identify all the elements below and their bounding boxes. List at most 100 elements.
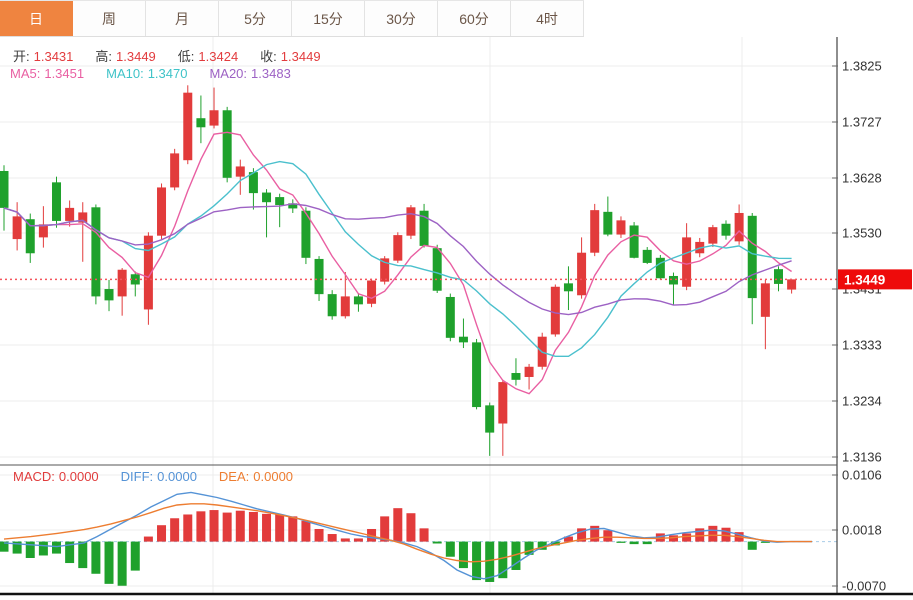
candle-body: [603, 211, 613, 235]
current-price-value: 1.3449: [844, 272, 885, 287]
macd-bar: [445, 541, 455, 557]
macd-bar: [327, 534, 337, 542]
candle-body: [104, 289, 114, 301]
legend-label: MA20:: [209, 66, 248, 81]
tab-timeframe-0[interactable]: 日: [0, 1, 73, 36]
candle-body: [721, 223, 731, 236]
macd-bar: [642, 541, 652, 545]
candle-body: [288, 203, 298, 209]
tab-timeframe-1[interactable]: 周: [73, 1, 146, 36]
candle-body: [458, 336, 468, 343]
candle-body: [445, 296, 455, 338]
tab-timeframe-2[interactable]: 月: [146, 1, 219, 36]
legend-value: 0.0000: [58, 469, 99, 484]
candle-body: [91, 207, 101, 297]
candle-body: [511, 373, 521, 380]
candle-body: [275, 197, 285, 206]
ma10-line: [3, 160, 792, 357]
macd-bar: [209, 510, 219, 542]
macd-bar: [104, 541, 114, 584]
candle-body: [196, 118, 206, 128]
macd-bar: [432, 541, 442, 544]
macd-bar: [695, 528, 705, 542]
legend-value: 1.3424: [198, 49, 239, 64]
legend-value: 0.0000: [157, 469, 197, 484]
candle-body: [419, 210, 429, 246]
macd-bar: [340, 538, 350, 542]
macd-bar: [458, 541, 468, 569]
candle-body: [590, 210, 600, 253]
macd-bar: [65, 541, 75, 564]
axis-tick-label: 1.3333: [842, 338, 882, 353]
tab-timeframe-4[interactable]: 15分: [292, 1, 365, 36]
legend-label: DEA:: [218, 469, 250, 484]
macd-bar: [419, 528, 429, 542]
candle-body: [380, 258, 390, 282]
candle-body: [340, 296, 350, 317]
candle-body: [222, 110, 232, 178]
candle-body: [668, 275, 678, 285]
price-axis-labels: 1.38251.37271.36281.35301.34311.33331.32…: [832, 59, 882, 465]
legend-value: 0.0000: [253, 469, 294, 484]
tab-timeframe-5[interactable]: 30分: [365, 1, 438, 36]
diff-line: [3, 491, 812, 580]
macd-bar: [0, 541, 9, 552]
axis-tick-label: 0.0018: [842, 523, 882, 538]
candle-body: [78, 212, 88, 223]
candle-body: [655, 257, 665, 279]
axis-tick-label: 0.0106: [842, 468, 882, 483]
candle-body: [25, 219, 35, 254]
macd-bar: [406, 513, 416, 542]
axis-tick-label: 1.3136: [842, 450, 882, 465]
candle-body: [52, 182, 62, 221]
axis-tick-label: 1.3530: [842, 226, 882, 241]
macd-bar: [393, 508, 403, 542]
legend-value: 1.3470: [147, 66, 188, 81]
macd-bar: [537, 541, 547, 550]
candles-group: [0, 85, 797, 456]
macd-bar: [288, 516, 298, 542]
candle-body: [629, 225, 639, 258]
tab-timeframe-6[interactable]: 60分: [438, 1, 511, 36]
candle-body: [0, 170, 9, 208]
candle-body: [367, 280, 377, 304]
legend-value: 1.3449: [116, 49, 156, 64]
ma-legend: MA5: 1.3451 MA10: 1.3470 MA20: 1.3483: [10, 66, 295, 81]
candle-body: [642, 249, 652, 263]
candle-body: [183, 92, 193, 161]
macd-bar: [721, 527, 731, 542]
legend-value: 1.3449: [280, 49, 321, 64]
macd-bar: [130, 541, 140, 571]
tab-timeframe-3[interactable]: 5分: [219, 1, 292, 36]
macd-bar: [616, 541, 626, 543]
candle-body: [12, 216, 22, 240]
macd-bar: [117, 541, 127, 586]
candle-body: [616, 220, 626, 235]
macd-bar: [682, 533, 692, 542]
macd-legend: MACD: 0.0000 DIFF: 0.0000 DEA: 0.0000: [13, 469, 297, 484]
ma5-line: [3, 131, 792, 395]
macd-bar: [314, 528, 324, 542]
candle-body: [262, 192, 272, 203]
candle-body: [143, 235, 153, 310]
legend-value: 1.3431: [33, 49, 74, 64]
macd-bar: [668, 535, 678, 542]
macd-bar: [708, 525, 718, 542]
current-price-badge: 1.3449: [838, 269, 912, 290]
candle-body: [708, 227, 718, 244]
macd-bar: [353, 538, 363, 542]
axis-tick-label: 1.3234: [842, 394, 882, 409]
candle-body: [524, 366, 534, 377]
tab-timeframe-7[interactable]: 4时: [511, 1, 584, 36]
candle-body: [682, 237, 692, 287]
candle-body: [760, 283, 770, 317]
candle-body: [235, 166, 245, 177]
legend-label: 收:: [260, 49, 277, 64]
macd-bar: [577, 528, 587, 542]
macd-bar: [25, 541, 35, 558]
macd-bar: [143, 536, 153, 542]
macd-bar: [170, 518, 180, 542]
legend-value: 1.3451: [44, 66, 85, 81]
